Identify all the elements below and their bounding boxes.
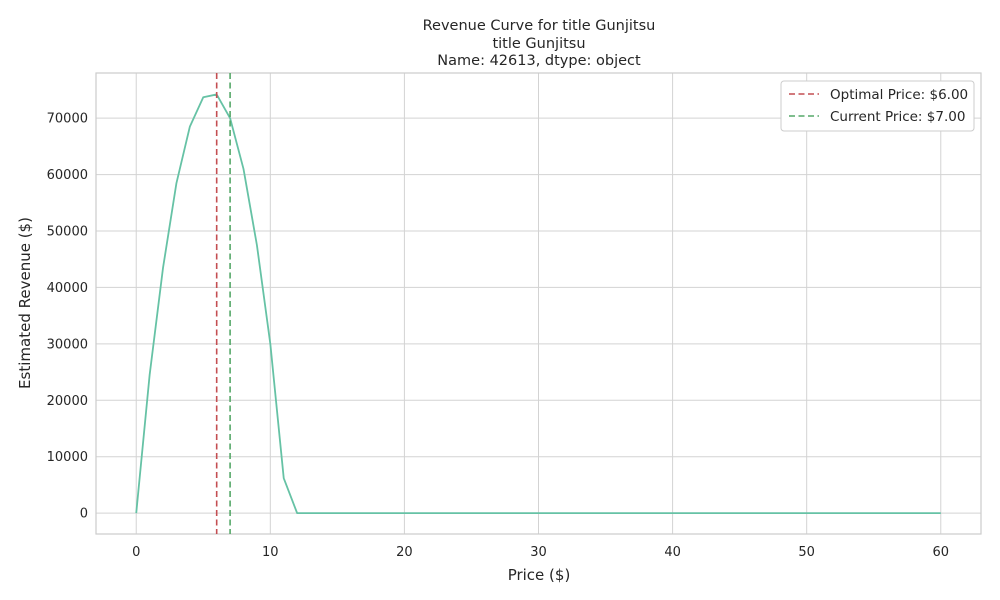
plot-frame xyxy=(95,72,982,535)
x-tick-label: 20 xyxy=(396,545,413,560)
legend: Optimal Price: $6.00 Current Price: $7.0… xyxy=(780,80,975,132)
revenue-line xyxy=(135,93,941,515)
x-axis-label: Price ($) xyxy=(508,566,571,584)
plot-border xyxy=(95,72,982,535)
y-tick-label: 30000 xyxy=(47,337,88,352)
reference-lines xyxy=(215,73,231,534)
x-tick-label: 50 xyxy=(798,545,815,560)
chart-subtitle-line-2: Name: 42613, dtype: object xyxy=(437,53,641,69)
y-tick-label: 40000 xyxy=(47,281,88,296)
legend-label-current-price: Current Price: $7.00 xyxy=(830,109,965,125)
x-tick-label: 40 xyxy=(664,545,681,560)
chart-subtitle-line-1: title Gunjitsu xyxy=(492,36,585,52)
x-tick-label: 30 xyxy=(530,545,547,560)
legend-label-optimal-price: Optimal Price: $6.00 xyxy=(830,87,968,103)
y-tick-label: 0 xyxy=(80,507,88,522)
y-tick-label: 20000 xyxy=(47,394,88,409)
x-tick-label: 60 xyxy=(932,545,949,560)
chart-title: Revenue Curve for title Gunjitsu xyxy=(423,18,656,34)
y-axis-label: Estimated Revenue ($) xyxy=(16,217,34,389)
tick-labels: 0 10 20 30 40 50 60 0 10000 20000 30000 40000 50000 6… xyxy=(47,112,949,560)
legend-box xyxy=(780,80,975,132)
y-tick-label: 60000 xyxy=(47,168,88,183)
grid-layer xyxy=(96,73,981,534)
x-tick-label: 10 xyxy=(262,545,279,560)
y-tick-label: 70000 xyxy=(47,112,88,127)
y-tick-label: 10000 xyxy=(47,450,88,465)
y-tick-label: 50000 xyxy=(47,224,88,239)
series-layer xyxy=(135,93,941,515)
x-tick-label: 0 xyxy=(132,545,140,560)
